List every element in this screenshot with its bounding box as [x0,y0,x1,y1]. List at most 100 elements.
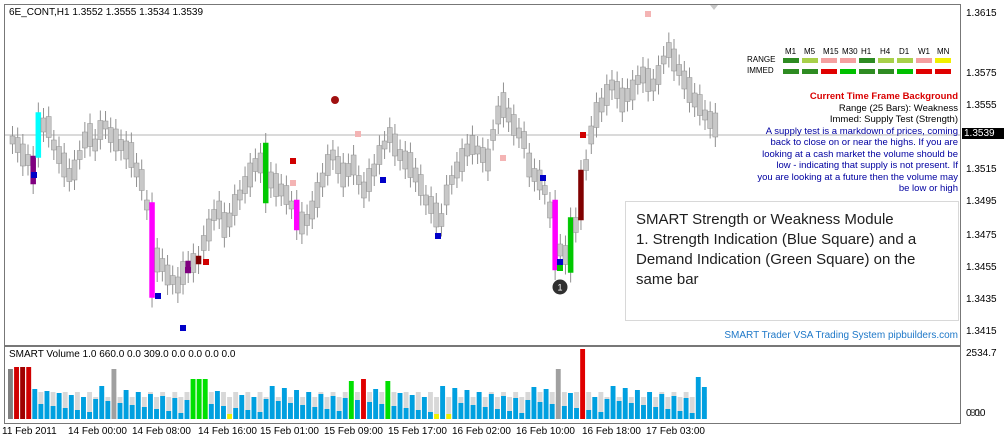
volume-bg-bar [87,392,93,419]
time-axis-label: 16 Feb 02:00 [452,426,511,437]
timeframe-header: H4 [880,47,891,56]
timeframe-header: M15 [823,47,839,56]
candle-body [407,152,414,178]
marker-badge-label: 1 [557,283,562,293]
candle-body [381,140,388,150]
volume-bg-bar [689,397,695,419]
candle-body [252,158,259,172]
signal-marker [435,233,441,239]
volume-bar [123,390,129,419]
brand-footer[interactable]: SMART Trader VSA Trading System pipbuild… [724,330,958,341]
price-chart-pane[interactable]: 6E_CONT,H1 1.3552 1.3555 1.3534 1.3539 1… [4,4,961,346]
candle-body [154,247,160,273]
candle-body [278,183,284,197]
candle-body [113,128,119,152]
volume-bar [324,409,330,419]
info-box: SMART Strength or Weakness Module 1. Str… [625,201,959,321]
candle-body [216,200,222,220]
volume-axis-bottom: 0.00 [966,408,986,419]
candle-body [449,175,455,185]
candle-body [645,68,651,92]
candle-body [355,175,362,185]
price-axis: 1.3615 1.3575 1.3555 1.3515 1.3495 1.3475 1.34… [960,4,1005,344]
candle-body [231,194,238,216]
candle-body [392,133,398,157]
candle-body [640,66,646,84]
volume-pane[interactable]: SMART Volume 1.0 660.0 0.0 309.0 0.0 0.0… [4,346,961,424]
volume-bar [391,406,397,419]
time-axis-label: 14 Feb 00:00 [68,426,127,437]
timeframe-cell [897,69,913,74]
candle-body [604,84,610,106]
candle-body [712,112,719,138]
volume-bar [555,369,561,419]
candle-body [226,212,233,228]
timeframe-cell [840,69,856,74]
candle-body [242,176,248,194]
candle-body [144,199,150,211]
candle-body [350,154,357,176]
timeframe-row-label: IMMED [747,66,774,75]
volume-bar [537,402,543,419]
candle-body [45,116,52,138]
time-axis: 11 Feb 2011 14 Feb 00:00 14 Feb 08:00 14 Fe… [0,422,960,442]
volume-bar [354,400,360,419]
candle-body [35,112,42,158]
candle-body [526,152,533,178]
candle-body [20,143,26,167]
volume-bar [513,398,519,419]
volume-bar [50,406,56,419]
candle-body [25,154,31,166]
volume-bar [458,403,464,419]
volume-bar [93,399,99,419]
volume-bar [306,392,312,419]
volume-bar [671,396,677,419]
candle-body [345,163,352,177]
volume-bar [665,409,671,419]
time-axis-label: 15 Feb 09:00 [324,426,383,437]
candle-body [516,127,522,139]
candle-body [423,194,429,206]
volume-bar [361,379,366,419]
volume-bar [74,410,80,419]
candle-body [619,87,626,113]
volume-bar [26,367,32,419]
volume-bg-bar [446,397,452,419]
volume-bar [592,397,598,419]
price-axis-label: 1.3475 [966,230,997,241]
timeframe-row-label: RANGE [747,55,776,64]
volume-bar [99,386,105,419]
timeframe-cell [897,58,913,63]
volume-header: SMART Volume 1.0 660.0 0.0 309.0 0.0 0.0… [9,349,236,360]
info-line-2: Demand Indication (Green Square) on the [636,251,916,268]
volume-bar [129,405,135,419]
candle-body [681,70,688,90]
volume-bar [8,369,13,419]
timeframe-cell [878,69,894,74]
volume-bar [233,408,239,419]
candle-body [573,217,579,233]
candle-body [66,168,73,182]
volume-bar [300,405,306,419]
candle-body [237,189,243,201]
time-axis-label: 14 Feb 08:00 [132,426,191,437]
candle-body [221,212,228,238]
candle-body [511,114,517,136]
candle-body [175,276,181,294]
volume-bar [501,396,506,419]
volume-bar [208,404,214,419]
volume-bar [628,403,634,419]
candle-body [660,55,667,65]
volume-bar [397,393,403,419]
volume-bar [14,367,19,419]
volume-bar [221,406,226,419]
volume-bg-bar [665,397,671,419]
volume-bar [409,395,415,419]
candle-body [376,145,383,165]
candle-body [666,42,672,58]
volume-bar [196,379,202,419]
candle-body [262,142,269,204]
candle-body [387,127,393,143]
candle-body [257,152,264,174]
timeframe-cell [802,58,818,63]
